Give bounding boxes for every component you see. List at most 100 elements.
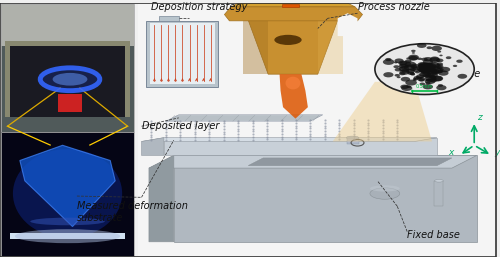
Circle shape <box>422 68 424 70</box>
Polygon shape <box>332 82 432 141</box>
Circle shape <box>424 63 436 69</box>
Ellipse shape <box>434 180 444 182</box>
Circle shape <box>436 67 440 68</box>
Bar <box>58 95 82 112</box>
Circle shape <box>421 66 429 70</box>
Bar <box>1 132 134 256</box>
Circle shape <box>406 58 410 59</box>
Bar <box>138 3 496 257</box>
Circle shape <box>419 72 430 77</box>
Circle shape <box>435 65 442 69</box>
Polygon shape <box>174 155 476 242</box>
Circle shape <box>428 78 434 81</box>
Circle shape <box>425 76 436 82</box>
Circle shape <box>430 67 436 70</box>
Circle shape <box>419 70 424 72</box>
Circle shape <box>432 46 442 51</box>
Polygon shape <box>231 3 355 7</box>
Polygon shape <box>244 7 268 74</box>
Circle shape <box>420 65 430 71</box>
Circle shape <box>406 69 415 74</box>
Bar <box>1 4 134 132</box>
Circle shape <box>418 65 428 70</box>
Circle shape <box>418 62 426 66</box>
Circle shape <box>424 57 432 61</box>
Circle shape <box>427 67 437 72</box>
Circle shape <box>401 69 409 73</box>
Circle shape <box>416 74 424 79</box>
Ellipse shape <box>13 149 122 238</box>
Circle shape <box>418 68 425 71</box>
Circle shape <box>426 65 429 66</box>
Circle shape <box>412 67 418 70</box>
Polygon shape <box>20 145 115 226</box>
Ellipse shape <box>370 185 400 192</box>
Bar <box>1 4 134 46</box>
Circle shape <box>399 72 406 75</box>
Polygon shape <box>244 7 342 74</box>
Polygon shape <box>149 155 476 168</box>
Circle shape <box>438 70 444 73</box>
Circle shape <box>424 63 434 69</box>
Circle shape <box>426 82 430 84</box>
Polygon shape <box>142 138 437 141</box>
Circle shape <box>404 61 416 67</box>
Circle shape <box>421 72 425 74</box>
Circle shape <box>438 84 443 87</box>
Polygon shape <box>338 13 357 36</box>
Circle shape <box>432 76 442 81</box>
Circle shape <box>440 67 450 72</box>
Text: Speckle: Speckle <box>443 69 481 79</box>
Circle shape <box>426 72 430 74</box>
Polygon shape <box>248 158 452 166</box>
Circle shape <box>438 51 441 53</box>
Circle shape <box>385 58 392 61</box>
Ellipse shape <box>370 188 400 199</box>
Text: x: x <box>448 149 454 158</box>
Circle shape <box>394 74 400 77</box>
Circle shape <box>411 50 416 52</box>
Circle shape <box>418 68 428 72</box>
Bar <box>159 16 179 21</box>
Circle shape <box>422 72 430 77</box>
Polygon shape <box>149 155 174 242</box>
Circle shape <box>408 55 419 60</box>
Circle shape <box>398 61 407 65</box>
Circle shape <box>375 44 474 95</box>
Circle shape <box>430 79 437 82</box>
Bar <box>10 46 125 117</box>
Ellipse shape <box>286 77 300 89</box>
Circle shape <box>411 65 418 68</box>
Circle shape <box>420 82 425 85</box>
Circle shape <box>420 68 428 72</box>
Polygon shape <box>142 138 164 155</box>
Text: Deposited layer: Deposited layer <box>142 121 219 131</box>
Bar <box>1 132 134 256</box>
Circle shape <box>423 70 430 74</box>
Circle shape <box>394 68 402 71</box>
Text: z: z <box>476 113 482 122</box>
Ellipse shape <box>52 73 88 86</box>
Circle shape <box>430 76 436 79</box>
Ellipse shape <box>274 35 301 45</box>
Circle shape <box>428 69 438 74</box>
Circle shape <box>406 80 417 86</box>
Circle shape <box>428 75 432 77</box>
Circle shape <box>401 85 412 91</box>
Circle shape <box>422 66 428 68</box>
Circle shape <box>428 69 439 75</box>
Circle shape <box>400 67 404 68</box>
Circle shape <box>410 73 415 76</box>
Circle shape <box>410 68 416 71</box>
Circle shape <box>423 59 433 65</box>
Circle shape <box>414 78 418 80</box>
Circle shape <box>419 66 430 72</box>
Circle shape <box>394 61 398 63</box>
Circle shape <box>421 67 428 71</box>
Circle shape <box>430 57 440 61</box>
Polygon shape <box>318 7 342 74</box>
Ellipse shape <box>30 218 105 225</box>
Circle shape <box>422 65 429 69</box>
Bar <box>150 23 214 84</box>
Circle shape <box>458 74 467 79</box>
